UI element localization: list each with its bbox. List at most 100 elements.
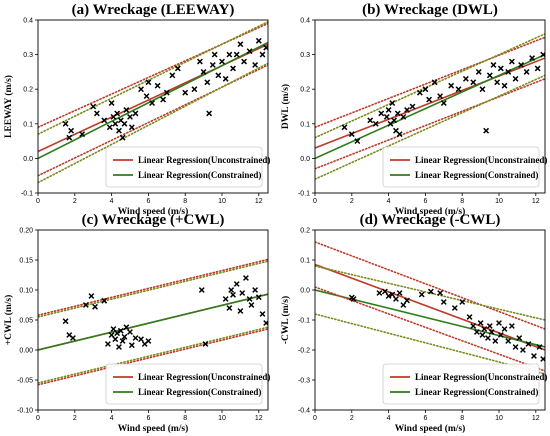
- scatter-point: [149, 100, 156, 106]
- x-tick-label: 0: [36, 415, 40, 422]
- scatter-point: [393, 296, 399, 302]
- scatter-point: [372, 120, 379, 127]
- y-axis-label: -CWL (m/s): [280, 296, 291, 344]
- scatter-point: [106, 124, 113, 131]
- scatter-point: [132, 335, 139, 341]
- scatter-point: [494, 79, 501, 86]
- prediction-bound-line: [315, 286, 545, 372]
- scatter-point: [479, 86, 486, 93]
- prediction-bound-line: [38, 328, 268, 386]
- scatter-point: [242, 275, 249, 281]
- regression-line-constrained: [38, 293, 268, 351]
- series-group: [38, 258, 268, 386]
- legend-box: [382, 363, 540, 405]
- scatter-point: [378, 110, 385, 117]
- prediction-bound-line: [315, 265, 545, 321]
- y-tick-label: 0.3: [300, 52, 310, 59]
- scatter-point: [252, 287, 259, 293]
- y-tick-label: 0.0: [23, 156, 33, 163]
- scatter-point: [228, 287, 235, 293]
- scatter-point: [252, 62, 259, 68]
- y-tick-label: 0.4: [300, 18, 310, 25]
- y-tick-label: 0.2: [23, 87, 33, 94]
- x-tick-label: 4: [387, 415, 391, 422]
- legend-label: Linear Regression(Constrained): [415, 170, 538, 180]
- y-tick-label: -0.4: [298, 408, 310, 415]
- scatter-point: [127, 113, 133, 120]
- prediction-bound-line: [38, 62, 268, 184]
- scatter-point: [248, 302, 255, 308]
- scatter-point: [512, 344, 519, 350]
- scatter-point: [114, 110, 121, 117]
- scatter-point: [383, 113, 390, 120]
- scatter-point: [497, 332, 504, 338]
- scatter-point: [226, 305, 233, 311]
- scatter-point: [204, 79, 211, 86]
- scatter-point: [512, 75, 519, 82]
- scatter-point: [400, 113, 407, 120]
- scatter-point: [174, 65, 181, 72]
- scatter-point: [92, 303, 98, 310]
- legend-label: Linear Regression(Unconstrained): [415, 155, 547, 165]
- scatter-point: [367, 117, 374, 124]
- series-group: [315, 33, 545, 180]
- y-axis-label: DWL (m/s): [280, 84, 291, 129]
- panel-3: (c) Wreckage (+CWL) 0 2 4 6 8 10 12 -0.10 -0.05 0.…: [3, 212, 270, 434]
- legend-box: [105, 146, 263, 188]
- scatter-point: [486, 323, 493, 329]
- panel-2: (b) Wreckage (DWL) 0 2 4 6 8 10 12 -0.1 0.0 0.1 0.2…: [280, 2, 547, 217]
- plot-frame: [37, 19, 269, 194]
- scatter-point: [116, 127, 122, 134]
- x-tick-label: 12: [532, 198, 540, 205]
- y-tick-label: -0.05: [17, 378, 33, 385]
- scatter-point: [475, 68, 482, 75]
- scatter-point: [531, 353, 537, 359]
- scatter-point: [470, 323, 477, 329]
- scatter-point: [90, 103, 97, 110]
- x-axis-label: Wind speed (m/s): [395, 206, 466, 217]
- scatter-point: [473, 329, 480, 335]
- scatter-point: [237, 41, 244, 48]
- y-tick-label: 0.20: [19, 228, 33, 235]
- y-axis-label: LEEWAY (m/s): [3, 75, 14, 138]
- scatter-point: [160, 96, 167, 103]
- scatter-point: [409, 103, 416, 110]
- scatter-point: [426, 96, 433, 103]
- y-tick-label: 0.4: [23, 18, 33, 25]
- scatter-point: [163, 89, 170, 96]
- y-tick-label: -0.1: [21, 191, 33, 198]
- scatter-point: [354, 138, 361, 145]
- x-tick-label: 8: [460, 415, 464, 422]
- x-tick-label: 0: [313, 198, 317, 205]
- x-tick-label: 4: [387, 198, 391, 205]
- scatter-point: [230, 291, 236, 298]
- legend-box: [105, 363, 263, 405]
- scatter-point: [525, 341, 532, 347]
- scatter-point: [497, 65, 504, 72]
- x-tick-label: 8: [183, 415, 187, 422]
- scatter-point: [523, 68, 530, 75]
- y-tick-label: -0.3: [298, 378, 310, 385]
- legend-label: Linear Regression(Unconstrained): [138, 155, 270, 165]
- y-tick-label: 0.1: [300, 258, 310, 265]
- prediction-bound-line: [38, 22, 268, 129]
- scatter-point: [259, 51, 266, 58]
- prediction-bound-line: [315, 36, 545, 129]
- scatter-point: [350, 296, 357, 302]
- y-tick-label: 0.10: [19, 288, 33, 295]
- scatter-point: [488, 329, 495, 335]
- scatter-point: [108, 100, 115, 106]
- scatter-point: [82, 302, 89, 308]
- scatter-point: [191, 86, 198, 93]
- y-axis-label: +CWL (m/s): [3, 295, 14, 346]
- legend-label: Linear Regression(Unconstrained): [138, 372, 270, 382]
- scatter-point: [496, 320, 502, 326]
- scatter-point: [128, 342, 135, 349]
- prediction-bound-line: [315, 241, 545, 330]
- scatter-point: [123, 324, 130, 331]
- x-tick-label: 4: [110, 415, 114, 422]
- panel-title: (a) Wreckage (LEEWAY): [72, 2, 235, 18]
- scatter-point: [123, 107, 130, 113]
- y-tick-label: 0.05: [19, 318, 33, 325]
- scatter-point: [391, 117, 398, 124]
